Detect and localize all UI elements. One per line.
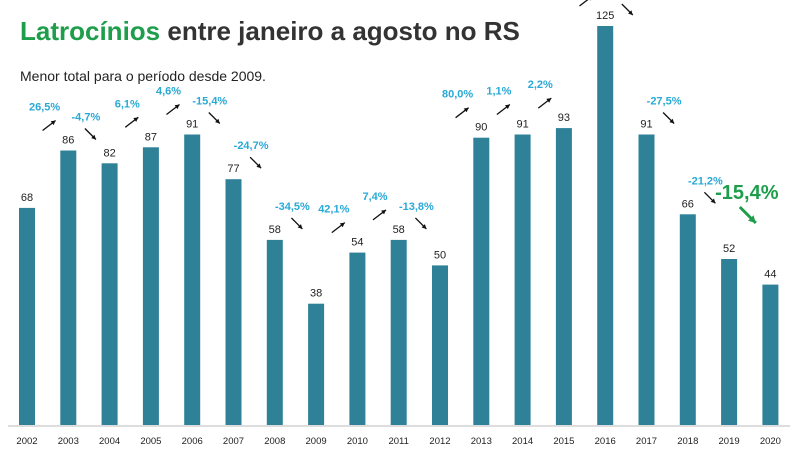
bar-2003	[60, 150, 77, 425]
change-arrowhead-2018	[669, 118, 675, 124]
change-arrowhead-2006	[174, 104, 180, 110]
bar-2013	[473, 137, 490, 425]
value-label-2008: 58	[269, 224, 281, 236]
bars-group	[19, 26, 779, 426]
change-arrowhead-2004	[91, 134, 96, 140]
change-label-2014: 1,1%	[486, 86, 511, 98]
value-label-2020: 44	[764, 269, 776, 281]
change-label-2009: -34,5%	[275, 201, 310, 213]
year-label-2004: 2004	[99, 436, 120, 447]
year-label-2012: 2012	[429, 436, 450, 447]
chart-subtitle: Menor total para o período desde 2009.	[20, 68, 266, 84]
change-label-2006: 4,6%	[156, 86, 181, 98]
bar-2008	[266, 239, 283, 425]
change-label-2012: -13,8%	[399, 201, 434, 213]
value-label-2011: 58	[393, 224, 405, 236]
change-label-2005: 6,1%	[115, 98, 140, 110]
change-label-2018: -27,5%	[647, 96, 682, 108]
value-label-2012: 50	[434, 249, 446, 261]
change-arrowhead-2015	[546, 98, 552, 103]
bar-2002	[19, 207, 35, 425]
value-label-2009: 38	[310, 288, 322, 300]
change-label-2008: -24,7%	[234, 140, 269, 152]
year-label-2006: 2006	[182, 436, 203, 447]
bar-2016	[597, 26, 614, 425]
change-arrowhead-2017	[628, 10, 633, 15]
year-label-2017: 2017	[636, 436, 657, 447]
bar-2011	[390, 239, 407, 425]
change-arrowhead-2014	[505, 104, 510, 110]
change-arrowhead-2011	[381, 209, 386, 215]
bar-2019	[721, 259, 738, 425]
year-label-2020: 2020	[760, 436, 781, 447]
value-label-2013: 90	[475, 122, 487, 134]
change-arrow-2016	[579, 0, 589, 7]
change-label-2003: 26,5%	[29, 102, 60, 114]
change-arrowhead-2020	[748, 215, 756, 223]
change-label-2010: 42,1%	[318, 204, 349, 216]
year-label-2011: 2011	[388, 436, 408, 447]
year-label-2003: 2003	[58, 436, 79, 447]
year-label-2013: 2013	[471, 436, 492, 447]
value-label-2002: 68	[21, 192, 33, 204]
value-label-2019: 52	[723, 243, 735, 255]
value-label-2006: 91	[186, 119, 198, 131]
change-arrowhead-2019	[710, 198, 716, 204]
year-label-2002: 2002	[16, 436, 37, 447]
bar-2004	[101, 163, 118, 426]
year-label-2005: 2005	[140, 436, 161, 447]
value-label-2015: 93	[558, 112, 570, 124]
value-label-2010: 54	[351, 237, 363, 249]
year-label-2016: 2016	[595, 436, 616, 447]
year-label-2009: 2009	[306, 436, 327, 447]
labels-group: 68 2002 86 2003 82 2004 87 2005 91 2006 77 2007 58 20…	[16, 0, 781, 447]
change-arrowhead-2005	[133, 117, 139, 122]
chart-title: Latrocínios entre janeiro a agosto no RS	[20, 16, 520, 47]
change-arrowhead-2013	[463, 107, 469, 113]
change-label-2020: -15,4%	[715, 182, 779, 204]
change-arrowhead-2008	[256, 163, 262, 169]
bar-2014	[514, 134, 531, 425]
bar-2009	[308, 303, 325, 425]
year-label-2019: 2019	[719, 436, 740, 447]
value-label-2018: 66	[682, 198, 694, 210]
value-label-2003: 86	[62, 135, 74, 147]
change-arrowhead-2003	[50, 120, 56, 126]
value-label-2014: 91	[516, 119, 528, 131]
year-label-2015: 2015	[553, 436, 574, 447]
change-label-2019: -21,2%	[688, 175, 723, 187]
change-label-2011: 7,4%	[362, 191, 387, 203]
value-label-2004: 82	[103, 147, 115, 159]
bar-2017	[638, 134, 655, 425]
year-label-2010: 2010	[347, 436, 368, 447]
bar-2006	[184, 134, 201, 425]
value-label-2016: 125	[596, 10, 614, 22]
chart-title-highlight: Latrocínios	[20, 16, 161, 46]
bar-2007	[225, 179, 242, 425]
bar-2018	[679, 214, 696, 425]
year-label-2018: 2018	[677, 436, 698, 447]
change-label-2007: -15,4%	[192, 96, 227, 108]
bar-2012	[432, 265, 448, 425]
value-label-2007: 77	[227, 163, 239, 175]
year-label-2007: 2007	[223, 436, 244, 447]
change-arrowhead-2007	[215, 118, 220, 124]
year-label-2014: 2014	[512, 436, 533, 447]
bar-2015	[555, 128, 572, 425]
change-arrowhead-2016	[590, 0, 591, 1]
change-label-2004: -4,7%	[72, 112, 101, 124]
bar-2020	[762, 284, 779, 425]
year-label-2008: 2008	[264, 436, 285, 447]
bar-2010	[349, 252, 366, 425]
change-arrowhead-2009	[297, 224, 303, 229]
value-label-2017: 91	[640, 119, 652, 131]
bar-2005	[142, 147, 159, 426]
change-label-2015: 2,2%	[528, 79, 553, 91]
change-arrowhead-2010	[339, 222, 345, 228]
value-label-2005: 87	[145, 131, 157, 143]
chart-title-rest: entre janeiro a agosto no RS	[160, 16, 520, 46]
change-label-2013: 80,0%	[442, 89, 473, 101]
change-arrowhead-2012	[421, 224, 427, 229]
